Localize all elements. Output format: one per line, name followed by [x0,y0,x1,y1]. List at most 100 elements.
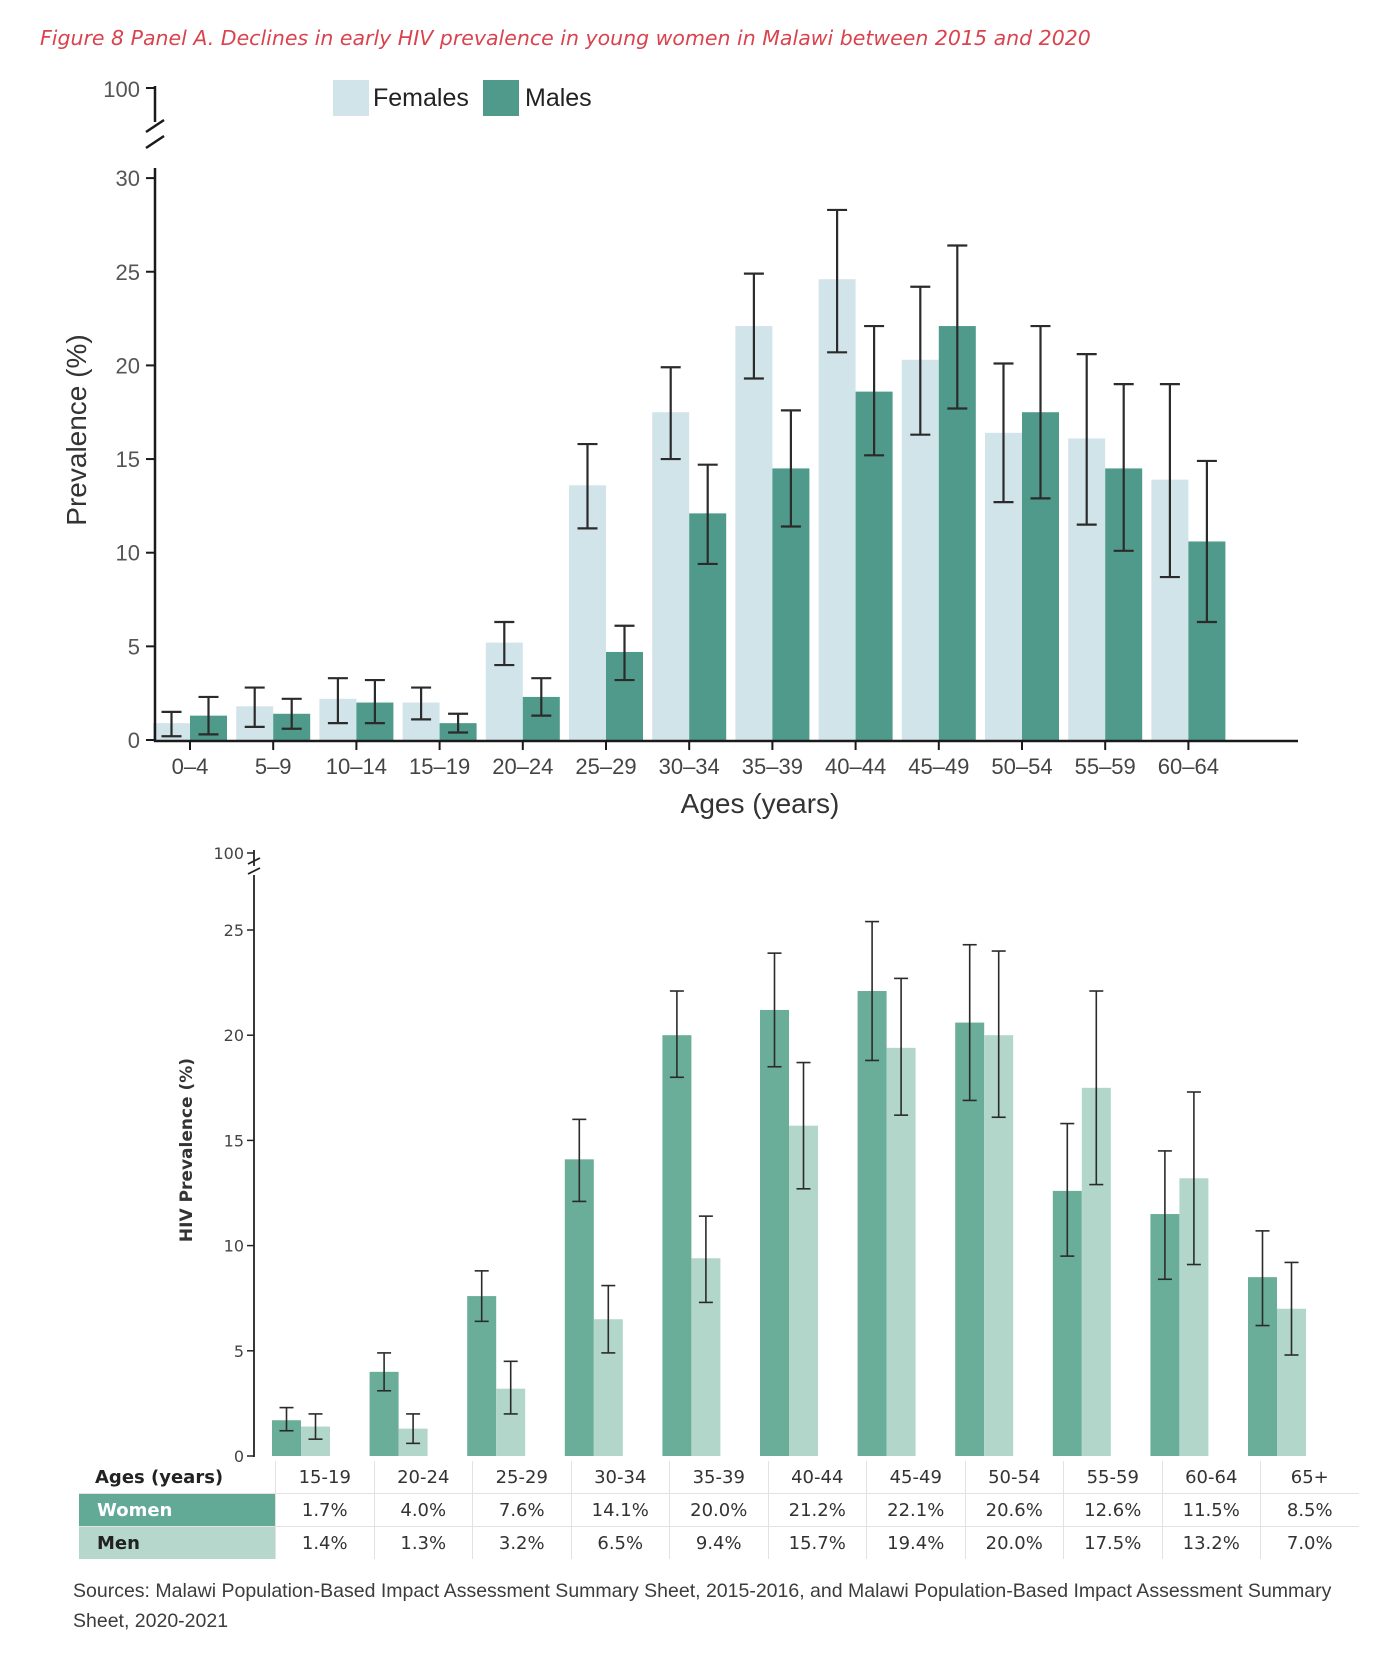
table-cell-men: 9.4% [669,1526,768,1559]
y-axis-title: HIV Prevalence (%) [177,1058,197,1242]
table-cell-men: 3.2% [472,1526,571,1559]
table-cell-men: 19.4% [866,1526,965,1559]
table-cell-women: 20.6% [964,1493,1064,1527]
y-tick-label: 25 [116,260,140,285]
table-cell-age: 40-44 [767,1461,867,1494]
bar-females [652,412,690,740]
x-tick-label: 55–59 [1075,754,1136,779]
bar-men [496,1388,526,1456]
table-cell-women: 20.0% [669,1493,768,1527]
table-cell-men: 1.3% [373,1526,473,1559]
bar-females [818,279,856,740]
bar-men [789,1125,818,1456]
axis-break-marks [145,118,165,150]
y-tick-label: 10 [116,541,140,566]
x-tick-label: 50–54 [991,754,1052,779]
table-cell-age: 45-49 [866,1461,965,1494]
sources-note: Sources: Malawi Population-Based Impact … [73,1580,1332,1632]
table-cell-age: 30-34 [570,1461,670,1494]
table-cell-men: 1.4% [275,1526,374,1559]
y-axis-title: Prevalence (%) [61,334,92,525]
y-tick-label: 0 [128,728,140,753]
bar-men [593,1319,623,1456]
y-tick-label: 10 [224,1237,244,1256]
x-tick-label: 10–14 [326,754,387,779]
table-cell-women: 12.6% [1063,1493,1162,1527]
table-cell-age: 65+ [1260,1461,1359,1494]
y-tick-label: 5 [128,634,140,659]
bar-women [369,1371,399,1456]
x-tick-label: 0–4 [172,754,209,779]
table-cell-age: 20-24 [373,1461,473,1494]
bar-men [886,1047,916,1456]
table-cell-women: 4.0% [373,1493,473,1527]
table-row-ages: Ages (years) 15-19 20-24 25-29 30-34 35-39 40… [79,1461,1359,1494]
bar-men [1081,1087,1111,1456]
bar-women [857,991,887,1456]
bar-women [564,1159,594,1456]
x-tick-label: 20–24 [492,754,553,779]
bar-women [955,1022,985,1456]
table-cell-women: 11.5% [1161,1493,1261,1527]
table-cell-men: 17.5% [1063,1526,1162,1559]
y-tick-label: 30 [116,166,140,191]
table-header-women: Women [79,1493,276,1527]
bar-women [760,1009,789,1456]
table-cell-women: 21.2% [767,1493,867,1527]
table-cell-men: 7.0% [1260,1526,1359,1559]
legend-swatch-males [483,80,519,116]
y-tick-label: 20 [116,353,140,378]
data-table: Ages (years) 15-19 20-24 25-29 30-34 35-39 40… [79,1461,1359,1559]
y-tick-label: 100 [213,844,244,863]
table-cell-women: 22.1% [866,1493,965,1527]
x-tick-label: 60–64 [1158,754,1219,779]
bar-men [691,1258,721,1456]
bar-women [467,1296,497,1456]
bar-women [1150,1214,1180,1456]
table-cell-age: 15-19 [275,1461,374,1494]
table-cell-age: 25-29 [472,1461,571,1494]
table-cell-women: 7.6% [472,1493,571,1527]
table-cell-age: 50-54 [964,1461,1064,1494]
axis-break-marks [247,857,261,875]
table-cell-age: 35-39 [669,1461,768,1494]
x-tick-label: 35–39 [742,754,803,779]
table-cell-women: 14.1% [570,1493,670,1527]
bar-men [301,1426,330,1456]
table-cell-men: 20.0% [964,1526,1064,1559]
x-tick-label: 25–29 [575,754,636,779]
table-cell-men: 15.7% [767,1526,867,1559]
y-tick-label: 100 [103,77,140,102]
bar-men [398,1428,428,1456]
bar-women [1248,1277,1277,1456]
table-cell-age: 60-64 [1161,1461,1261,1494]
legend-label-females: Females [373,84,469,112]
table-cell-women: 1.7% [275,1493,374,1527]
table-header-men: Men [79,1526,276,1559]
x-tick-label: 45–49 [908,754,969,779]
y-tick-label: 15 [116,447,140,472]
x-tick-label: 30–34 [659,754,720,779]
table-cell-age: 55-59 [1063,1461,1162,1494]
x-tick-label: 40–44 [825,754,886,779]
table-cell-men: 6.5% [570,1526,670,1559]
legend-swatch-females [333,80,369,116]
chart-panel-a: 100 0 5 10 15 20 25 30 0–4 5–9 10–14 15–19 20–24 25–2… [61,77,1298,819]
y-tick-label: 25 [224,921,244,940]
table-row-women: Women 1.7% 4.0% 7.6% 14.1% 20.0% 21.2% 22.1% 20… [79,1493,1359,1527]
bar-women [1052,1190,1082,1456]
table-cell-women: 8.5% [1260,1493,1359,1527]
y-tick-label: 5 [234,1342,244,1361]
bar-women [272,1420,301,1456]
bar-women [662,1035,692,1456]
y-tick-label: 15 [224,1131,244,1150]
figure-title: Figure 8 Panel A. Declines in early HIV … [40,26,1091,50]
y-tick-label: 20 [224,1026,244,1045]
x-tick-label: 5–9 [255,754,292,779]
bar-men [1277,1308,1306,1456]
table-header-ages: Ages (years) [79,1461,276,1494]
table-cell-men: 13.2% [1161,1526,1261,1559]
bar-men [1179,1178,1209,1456]
table-row-men: Men 1.4% 1.3% 3.2% 6.5% 9.4% 15.7% 19.4% 20.0% 1… [79,1526,1359,1559]
bar-females [735,326,773,740]
